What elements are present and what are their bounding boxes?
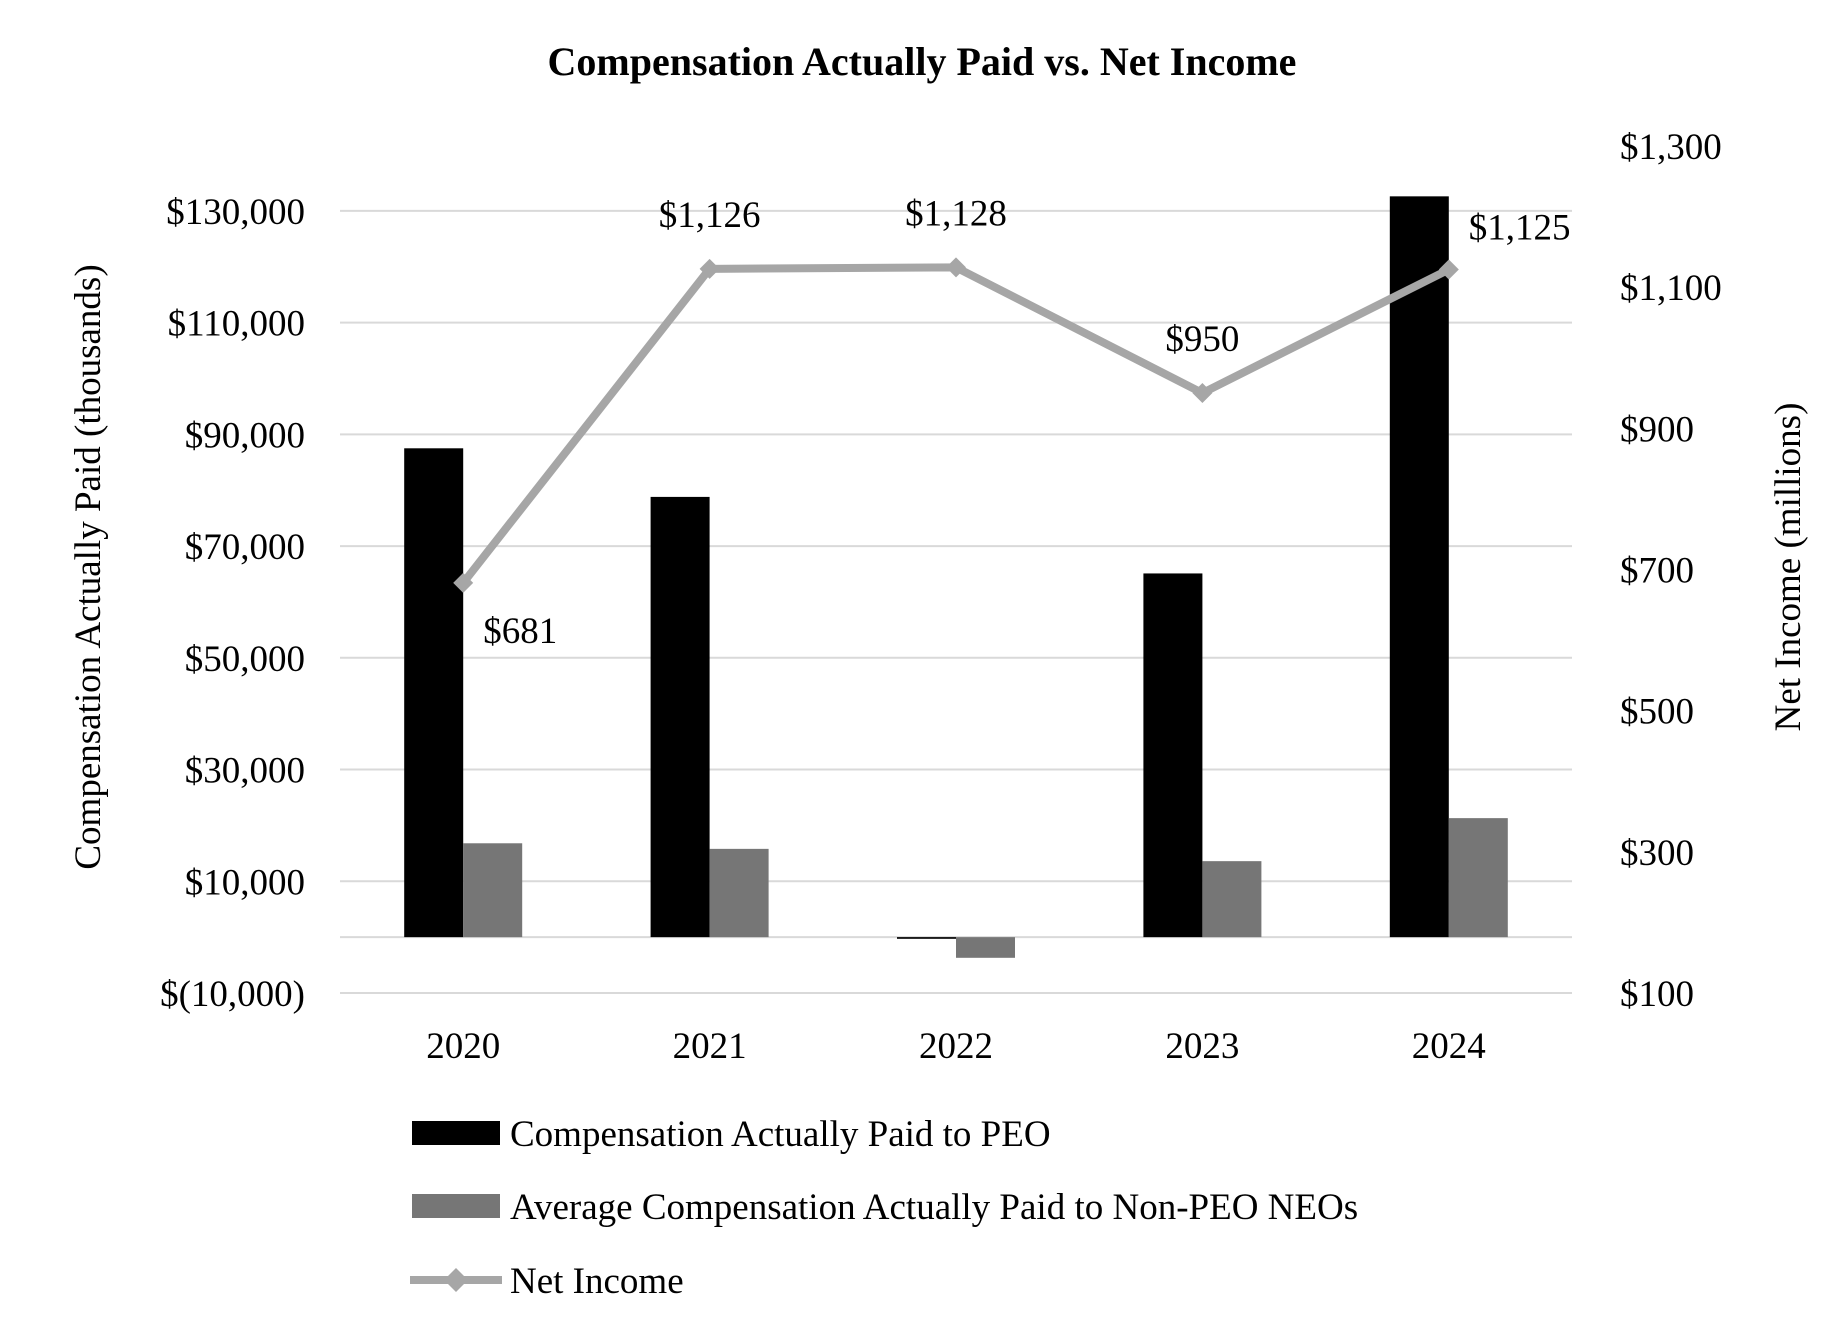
bar-non-peo-2024 [1448, 818, 1508, 938]
right-tick-label: $500 [1620, 692, 1694, 733]
bar-non-peo-2023 [1202, 861, 1262, 938]
data-labels: $681 $1,126 $1,128 $950 $1,125 [483, 193, 1570, 652]
gridlines [340, 209, 1572, 994]
left-tick-label: $110,000 [168, 304, 305, 345]
bar-peo-2024 [1389, 196, 1449, 938]
x-tick-label-2022: 2022 [919, 1026, 993, 1067]
right-tick-label: $700 [1620, 551, 1694, 592]
x-tick-label-2024: 2024 [1412, 1026, 1486, 1067]
legend-label-0: Compensation Actually Paid to PEO [510, 1114, 1051, 1155]
legend-label-1: Average Compensation Actually Paid to No… [510, 1187, 1358, 1228]
bars [404, 196, 1508, 958]
net-income-line [460, 263, 1451, 586]
bar-non-peo-2021 [709, 848, 769, 938]
left-tick-label: $10,000 [185, 862, 305, 903]
x-tick-label-2023: 2023 [1165, 1026, 1239, 1067]
right-tick-label: $100 [1620, 974, 1694, 1015]
bar-peo-2023 [1143, 573, 1203, 938]
left-tick-label: $50,000 [185, 639, 305, 680]
right-tick-label: $900 [1620, 409, 1694, 450]
bar-peo-2020 [404, 448, 464, 938]
x-tick-label-2020: 2020 [426, 1026, 500, 1067]
net-income-label-2020: $681 [483, 611, 557, 652]
net-income-label-2022: $1,128 [905, 193, 1007, 234]
net-income-marker-2021 [699, 258, 720, 279]
legend: Compensation Actually Paid to PEO Average… [410, 1114, 1358, 1302]
x-axis-ticks: 2020 2021 2022 2023 2024 [426, 1026, 1486, 1067]
net-income-label-2021: $1,126 [659, 195, 761, 236]
chart-title: Compensation Actually Paid vs. Net Incom… [548, 39, 1297, 84]
legend-label-2: Net Income [510, 1261, 684, 1302]
net-income-label-2023: $950 [1165, 319, 1239, 360]
left-tick-label: $130,000 [166, 192, 305, 233]
right-tick-label: $1,300 [1620, 127, 1722, 168]
net-income-marker-2022 [946, 257, 966, 278]
left-axis-ticks: $(10,000) $10,000 $30,000 $50,000 $70,000 $90… [160, 192, 305, 1015]
right-tick-label: $1,100 [1620, 268, 1722, 309]
net-income-label-2024: $1,125 [1469, 208, 1571, 249]
right-axis-ticks: $100 $300 $500 $700 $900 $1,100 $1,300 [1620, 127, 1722, 1015]
left-tick-label: $30,000 [185, 751, 305, 792]
bar-non-peo-2022 [956, 937, 1015, 958]
legend-swatch-0 [412, 1121, 500, 1145]
net-income-line-layer [453, 257, 1459, 593]
x-tick-label-2021: 2021 [673, 1026, 747, 1067]
bar-peo-2022 [897, 937, 956, 939]
right-axis-title: Net Income (millions) [1768, 403, 1809, 732]
right-tick-label: $300 [1620, 833, 1694, 874]
left-tick-label: $70,000 [185, 527, 305, 568]
legend-swatch-1 [412, 1194, 500, 1218]
bar-non-peo-2020 [463, 843, 523, 938]
net-income-marker-2020 [453, 572, 474, 593]
bar-peo-2021 [650, 496, 710, 938]
left-axis-title: Compensation Actually Paid (thousands) [68, 264, 109, 869]
net-income-marker-2023 [1192, 383, 1213, 404]
left-tick-label: $(10,000) [160, 974, 305, 1015]
left-tick-label: $90,000 [185, 415, 305, 456]
legend-marker-diamond [444, 1268, 468, 1292]
net-income-marker-2024 [1438, 259, 1459, 280]
